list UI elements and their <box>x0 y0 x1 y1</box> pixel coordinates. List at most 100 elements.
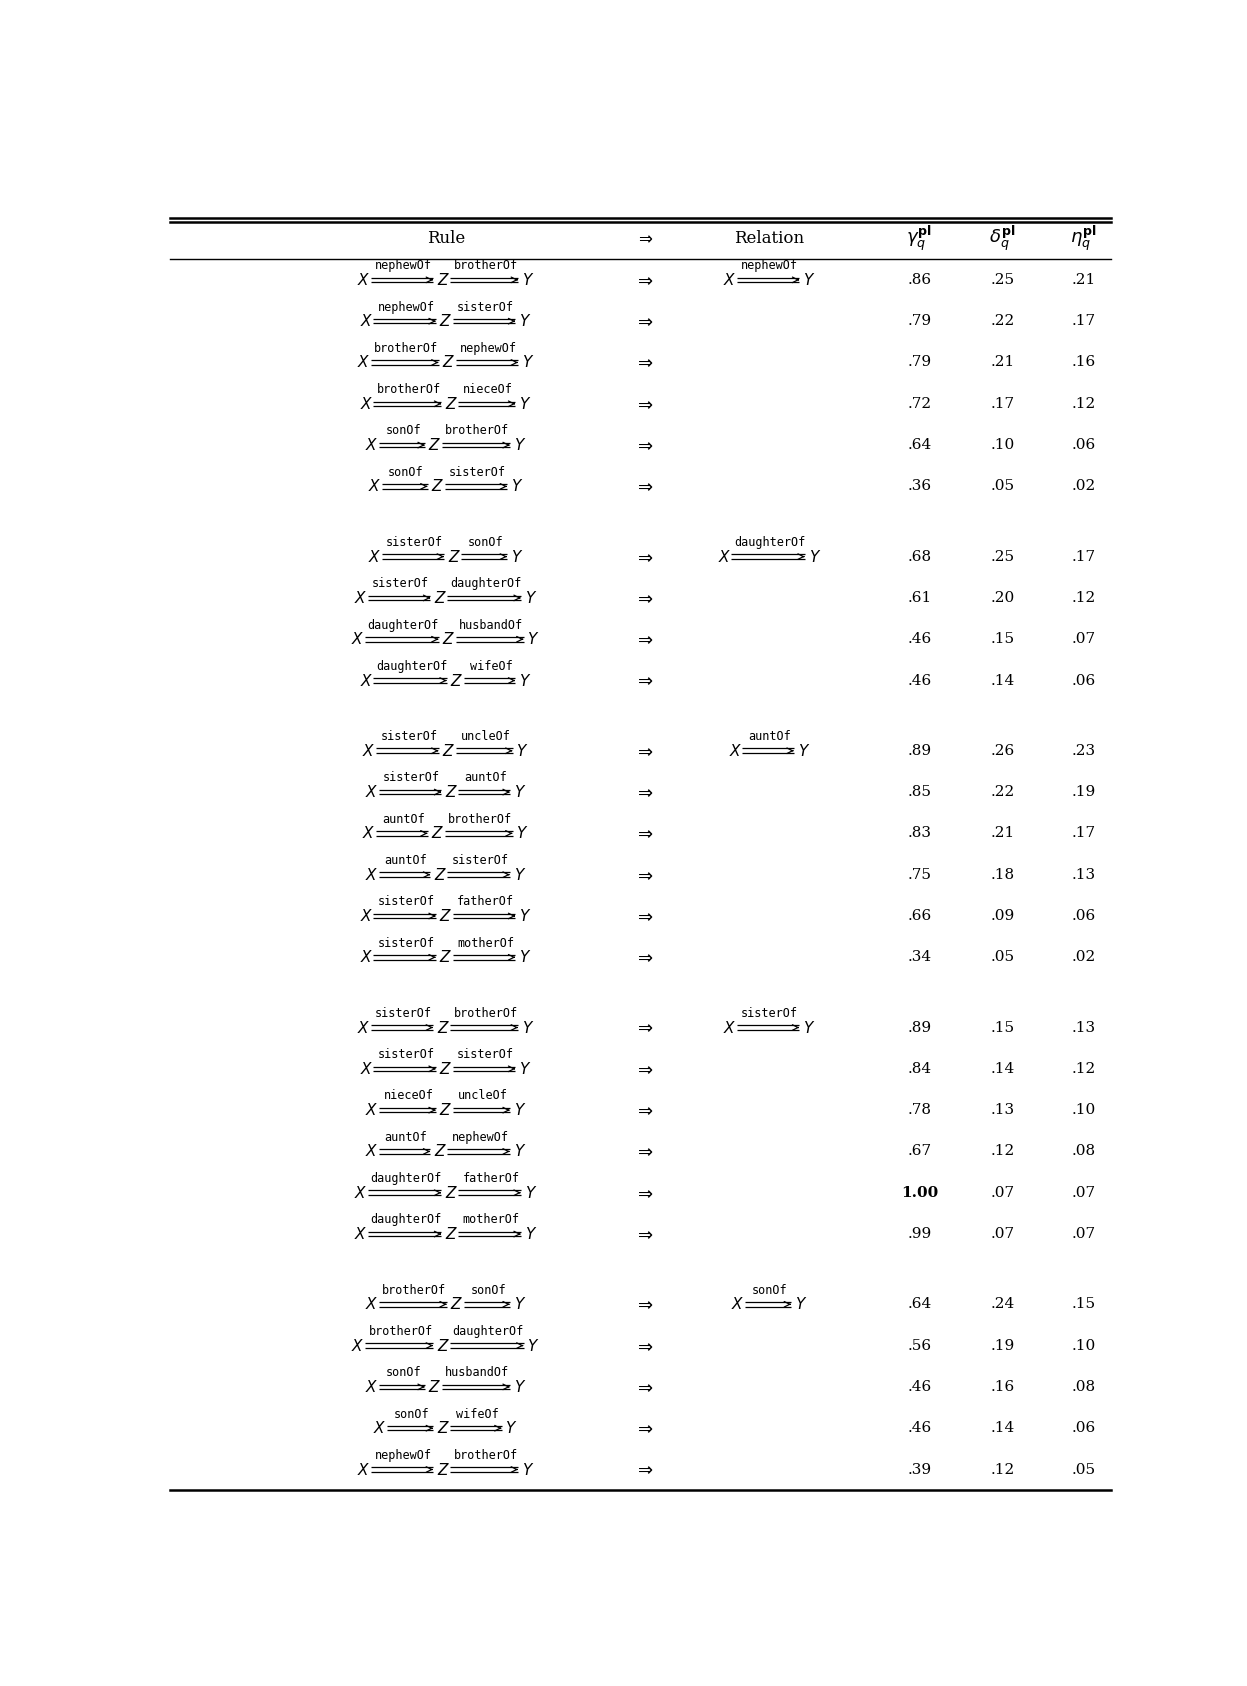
Text: $\Rightarrow$: $\Rightarrow$ <box>633 742 653 760</box>
Text: $Z$: $Z$ <box>436 1420 450 1436</box>
Text: $\delta_q^{\bf{p}l}$: $\delta_q^{\bf{p}l}$ <box>989 224 1016 253</box>
Text: auntOf: auntOf <box>384 855 428 867</box>
Text: .12: .12 <box>1071 1062 1096 1076</box>
Text: sisterOf: sisterOf <box>380 730 438 744</box>
Text: $\Rightarrow$: $\Rightarrow$ <box>633 1060 653 1077</box>
Text: .17: .17 <box>1071 314 1096 329</box>
Text: fatherOf: fatherOf <box>458 895 514 909</box>
Text: $\Rightarrow$: $\Rightarrow$ <box>633 437 653 454</box>
Text: .21: .21 <box>990 826 1015 840</box>
Text: Rule: Rule <box>426 229 465 248</box>
Text: sisterOf: sisterOf <box>372 577 429 590</box>
Text: $X$: $X$ <box>354 590 368 605</box>
Text: nephewOf: nephewOf <box>375 1448 431 1462</box>
Text: .19: .19 <box>990 1339 1015 1352</box>
Text: .89: .89 <box>908 744 932 757</box>
Text: $X$: $X$ <box>728 744 742 759</box>
Text: $Z$: $Z$ <box>439 314 453 329</box>
Text: $X$: $X$ <box>365 1379 379 1394</box>
Text: sisterOf: sisterOf <box>385 536 443 550</box>
Text: $Y$: $Y$ <box>511 479 524 494</box>
Text: $Z$: $Z$ <box>441 354 455 371</box>
Text: $X$: $X$ <box>352 631 365 647</box>
Text: sonOf: sonOf <box>470 1283 506 1297</box>
Text: $\Rightarrow$: $\Rightarrow$ <box>633 588 653 607</box>
Text: .21: .21 <box>1071 273 1096 287</box>
Text: .86: .86 <box>908 273 932 287</box>
Text: $\Rightarrow$: $\Rightarrow$ <box>633 395 653 413</box>
Text: .26: .26 <box>990 744 1015 757</box>
Text: .15: .15 <box>990 1020 1015 1035</box>
Text: auntOf: auntOf <box>382 813 425 826</box>
Text: nephewOf: nephewOf <box>460 342 516 354</box>
Text: $X$: $X$ <box>359 314 373 329</box>
Text: fatherOf: fatherOf <box>463 1172 520 1185</box>
Text: $\Rightarrow$: $\Rightarrow$ <box>633 548 653 565</box>
Text: $Y$: $Y$ <box>505 1420 518 1436</box>
Text: .21: .21 <box>990 356 1015 369</box>
Text: auntOf: auntOf <box>464 772 508 784</box>
Text: $Z$: $Z$ <box>439 949 453 966</box>
Text: $Y$: $Y$ <box>522 354 534 371</box>
Text: .23: .23 <box>1071 744 1096 757</box>
Text: $Y$: $Y$ <box>519 909 531 924</box>
Text: $X$: $X$ <box>365 437 379 454</box>
Text: $X$: $X$ <box>365 784 379 801</box>
Text: husbandOf: husbandOf <box>445 1366 509 1379</box>
Text: .79: .79 <box>908 356 932 369</box>
Text: $Z$: $Z$ <box>431 826 444 841</box>
Text: $Z$: $Z$ <box>445 1226 458 1243</box>
Text: $\Rightarrow$: $\Rightarrow$ <box>633 1184 653 1202</box>
Text: $Z$: $Z$ <box>439 909 453 924</box>
Text: .89: .89 <box>908 1020 932 1035</box>
Text: nephewOf: nephewOf <box>378 300 434 314</box>
Text: .34: .34 <box>908 951 932 964</box>
Text: $\gamma_q^{\bf{p}l}$: $\gamma_q^{\bf{p}l}$ <box>907 224 933 253</box>
Text: .06: .06 <box>1071 1421 1096 1435</box>
Text: $Y$: $Y$ <box>525 590 537 605</box>
Text: sisterOf: sisterOf <box>383 772 440 784</box>
Text: .13: .13 <box>1071 868 1096 882</box>
Text: $Y$: $Y$ <box>519 396 531 411</box>
Text: .85: .85 <box>908 786 932 799</box>
Text: $Y$: $Y$ <box>519 314 531 329</box>
Text: $X$: $X$ <box>354 1185 368 1200</box>
Text: sisterOf: sisterOf <box>378 937 434 949</box>
Text: brotherOf: brotherOf <box>377 383 441 396</box>
Text: .07: .07 <box>990 1185 1015 1200</box>
Text: $Z$: $Z$ <box>436 1337 450 1354</box>
Text: brotherOf: brotherOf <box>374 342 438 354</box>
Text: daughterOf: daughterOf <box>368 619 439 632</box>
Text: auntOf: auntOf <box>384 1131 428 1143</box>
Text: .05: .05 <box>990 479 1015 494</box>
Text: daughterOf: daughterOf <box>450 577 521 590</box>
Text: .15: .15 <box>1071 1297 1096 1312</box>
Text: .17: .17 <box>1071 550 1096 563</box>
Text: $\Rightarrow$: $\Rightarrow$ <box>633 1295 653 1313</box>
Text: .78: .78 <box>908 1103 932 1118</box>
Text: $\Rightarrow$: $\Rightarrow$ <box>633 671 653 690</box>
Text: $Z$: $Z$ <box>436 1462 450 1477</box>
Text: .06: .06 <box>1071 909 1096 922</box>
Text: .61: .61 <box>908 590 932 605</box>
Text: $Y$: $Y$ <box>514 867 526 883</box>
Text: .02: .02 <box>1071 951 1096 964</box>
Text: brotherOf: brotherOf <box>454 260 518 271</box>
Text: $\eta_q^{\bf{p}l}$: $\eta_q^{\bf{p}l}$ <box>1070 224 1097 253</box>
Text: $X$: $X$ <box>357 354 370 371</box>
Text: sonOf: sonOf <box>385 1366 421 1379</box>
Text: $Z$: $Z$ <box>445 396 458 411</box>
Text: $Y$: $Y$ <box>808 548 821 565</box>
Text: $X$: $X$ <box>357 271 370 288</box>
Text: .07: .07 <box>990 1227 1015 1241</box>
Text: .14: .14 <box>990 1421 1015 1435</box>
Text: .08: .08 <box>1071 1379 1096 1394</box>
Text: .15: .15 <box>990 632 1015 646</box>
Text: sonOf: sonOf <box>394 1408 429 1421</box>
Text: .07: .07 <box>1071 632 1096 646</box>
Text: $Y$: $Y$ <box>514 1297 526 1312</box>
Text: nephewOf: nephewOf <box>451 1131 509 1143</box>
Text: $\Rightarrow$: $\Rightarrow$ <box>633 1460 653 1479</box>
Text: .25: .25 <box>990 550 1015 563</box>
Text: $Y$: $Y$ <box>514 437 526 454</box>
